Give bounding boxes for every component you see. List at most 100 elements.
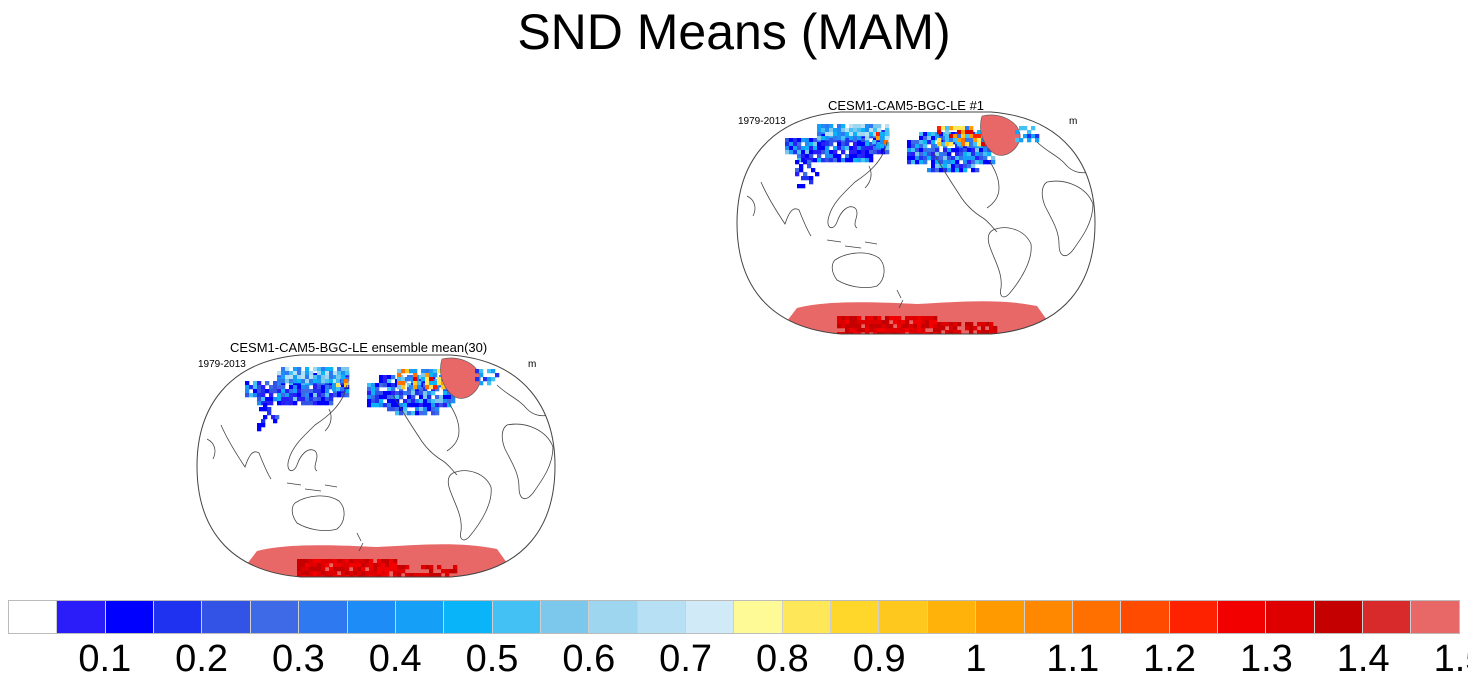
snow-cell (259, 407, 264, 412)
snow-cell (475, 377, 480, 382)
colorbar-swatch (1411, 601, 1459, 633)
snow-cell (437, 369, 442, 374)
snow-cell (853, 132, 858, 137)
snow-cell (953, 138, 958, 143)
snow-cell (957, 138, 962, 143)
snow-cell (305, 375, 310, 380)
snow-cell (411, 391, 416, 396)
snow-cell (965, 134, 970, 139)
snow-cell (869, 154, 874, 159)
snow-cell (845, 316, 850, 321)
indonesia (826, 239, 878, 249)
snow-cell (309, 371, 314, 376)
snow-cell (329, 575, 334, 577)
snow-cell (297, 567, 302, 572)
colorbar-swatch (1024, 601, 1073, 633)
snow-cell (813, 142, 818, 147)
snow-cell (411, 403, 416, 408)
africa (501, 423, 554, 500)
snow-cell (427, 391, 432, 396)
snow-cell (901, 328, 906, 333)
snow-cell (333, 375, 338, 380)
snow-cell (947, 148, 952, 153)
snow-cell (1031, 126, 1036, 131)
snow-cell (799, 164, 804, 169)
snow-cell (889, 328, 894, 333)
snow-cell (375, 387, 380, 392)
snow-cell (953, 134, 958, 139)
snow-cell (793, 150, 798, 155)
snow-cell (383, 403, 388, 408)
snow-cell (877, 324, 882, 329)
snow-cell (483, 377, 488, 382)
snow-cell (479, 369, 484, 374)
snow-cell (321, 389, 326, 394)
snow-cell (341, 563, 346, 568)
snow-cell (987, 148, 992, 153)
snow-cell (387, 407, 392, 412)
panel-1-map (736, 111, 1096, 335)
snow-cell (935, 152, 940, 157)
snow-cell (881, 324, 886, 329)
snow-cell (265, 397, 270, 402)
snow-cell (865, 132, 870, 137)
snow-cell (285, 401, 290, 406)
snow-cell (861, 128, 866, 133)
snow-cell (869, 150, 874, 155)
snow-cell (927, 148, 932, 153)
colorbar-tick-label: 1 (965, 638, 987, 680)
snow-cell (257, 393, 262, 398)
snow-cell (369, 563, 374, 568)
snow-cell (979, 152, 984, 157)
snow-cell (431, 391, 436, 396)
snow-cell (876, 144, 881, 149)
snow-cell (317, 397, 322, 402)
snow-cell (345, 389, 350, 394)
snow-cell (301, 559, 306, 564)
snow-cell (439, 399, 444, 404)
snow-cell (880, 136, 885, 141)
panel-2-map (196, 354, 556, 578)
colorbar-swatch (637, 601, 687, 633)
snow-cell (371, 395, 376, 400)
snow-cell (857, 158, 862, 163)
colorbar-swatch (299, 601, 348, 633)
snow-cell (825, 154, 830, 159)
snow-cell (811, 168, 816, 173)
snow-cell (963, 152, 968, 157)
snow-cell (421, 573, 426, 577)
snow-cell (873, 320, 878, 325)
snow-cell (945, 138, 950, 143)
snow-cell (833, 158, 838, 163)
snow-cell (265, 381, 270, 386)
snow-cell (305, 571, 310, 576)
snow-cell (375, 395, 380, 400)
snow-cell (325, 571, 330, 576)
snow-cell (341, 367, 346, 372)
snow-cell (451, 399, 456, 404)
snow-cell (945, 130, 950, 135)
snow-cell (884, 140, 889, 145)
snow-cell (381, 559, 386, 564)
snow-cell (873, 124, 878, 129)
snow-cell (325, 563, 330, 568)
snow-cell (415, 407, 420, 412)
snow-cell (337, 563, 342, 568)
snow-cell (865, 328, 870, 333)
snow-cell (923, 140, 928, 145)
panel-2-title: CESM1-CAM5-BGC-LE ensemble mean(30) (230, 340, 488, 355)
snow-cell (337, 393, 342, 398)
snow-cell (935, 156, 940, 161)
snow-cell (989, 322, 994, 327)
snow-cell (401, 385, 406, 390)
snow-cell (273, 397, 278, 402)
snow-cell (857, 146, 862, 151)
snow-cell (931, 152, 936, 157)
snow-cell (957, 330, 962, 334)
snow-cell (385, 571, 390, 576)
snow-cell (923, 148, 928, 153)
colorbar-swatch (1121, 601, 1170, 633)
snow-cell (805, 150, 810, 155)
snow-cell (293, 379, 298, 384)
snow-cell (313, 563, 318, 568)
